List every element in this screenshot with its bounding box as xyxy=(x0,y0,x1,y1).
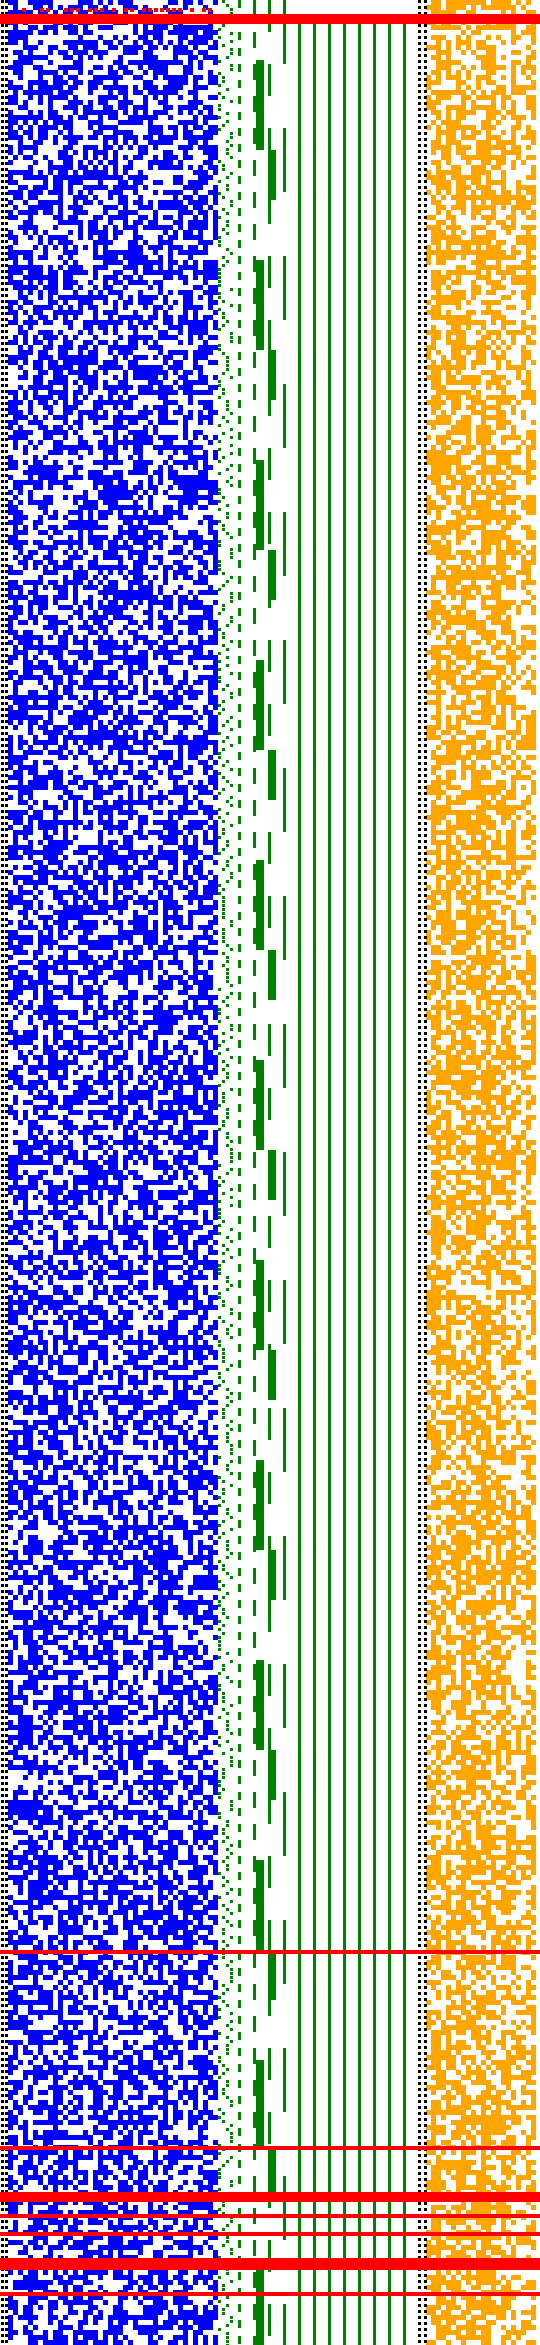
green-step-lines xyxy=(218,0,406,2345)
red-highlight-row xyxy=(0,14,540,24)
red-highlight-row xyxy=(0,2214,540,2218)
red-highlight-rows xyxy=(0,8,540,2296)
green-step-line xyxy=(358,24,361,2345)
red-highlight-row xyxy=(0,2146,540,2150)
red-highlight-row xyxy=(0,2232,540,2236)
green-step-line xyxy=(388,24,391,2345)
green-step-line xyxy=(328,24,331,2345)
red-highlight-row xyxy=(0,2292,540,2296)
green-step-line xyxy=(343,24,346,2345)
dotted-separators xyxy=(1,0,427,2343)
orange-bit-matrix xyxy=(426,0,536,2345)
green-step-line xyxy=(373,24,376,2345)
red-highlight-row xyxy=(0,1950,540,1954)
red-highlight-row xyxy=(0,2258,540,2270)
red-highlight-row xyxy=(0,2192,540,2202)
green-step-line xyxy=(313,24,316,2345)
green-step-line xyxy=(298,24,301,2345)
green-step-line xyxy=(403,24,406,2345)
